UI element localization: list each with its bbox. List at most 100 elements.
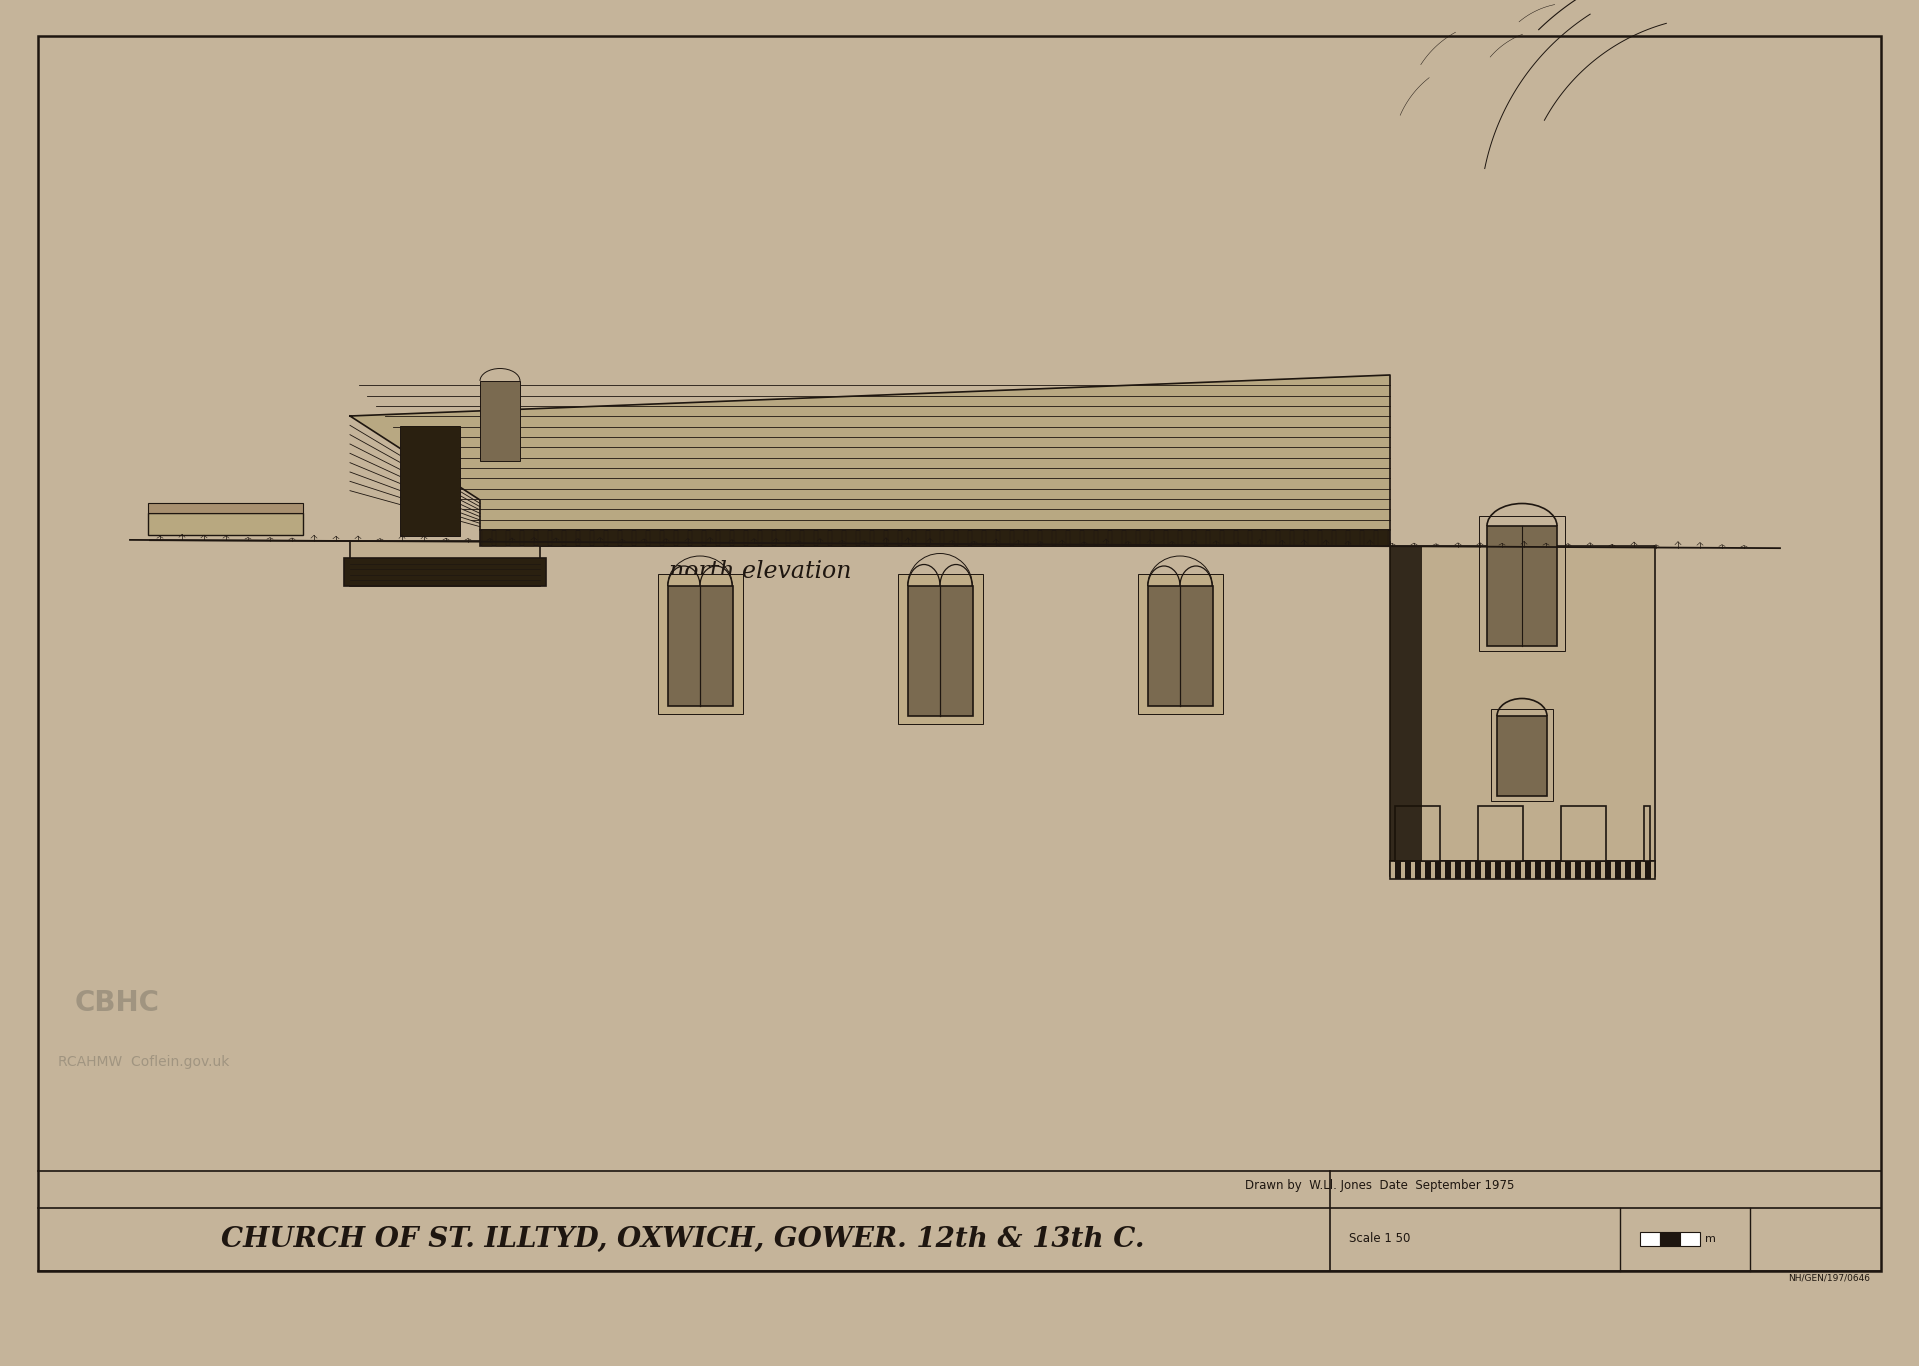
Bar: [898, 574, 983, 724]
Bar: [902, 530, 912, 546]
Bar: [1196, 530, 1205, 546]
Bar: [1435, 861, 1441, 878]
Text: RCAHMW  Coflein.gov.uk: RCAHMW Coflein.gov.uk: [58, 1055, 230, 1070]
Bar: [1514, 861, 1522, 878]
Bar: [1478, 806, 1524, 861]
Bar: [1126, 530, 1136, 546]
Bar: [1575, 861, 1581, 878]
Bar: [1455, 861, 1460, 878]
Bar: [1526, 861, 1531, 878]
Bar: [1414, 861, 1420, 878]
Bar: [1029, 530, 1038, 546]
Bar: [720, 530, 729, 546]
Bar: [1182, 530, 1192, 546]
Bar: [148, 514, 303, 535]
Bar: [482, 530, 491, 546]
Bar: [973, 530, 983, 546]
Bar: [1042, 530, 1052, 546]
Bar: [1604, 861, 1610, 878]
Bar: [537, 530, 549, 546]
Bar: [664, 530, 674, 546]
Bar: [480, 530, 1389, 546]
Bar: [1389, 546, 1422, 861]
Bar: [944, 530, 954, 546]
Bar: [1153, 530, 1165, 546]
Bar: [1535, 861, 1541, 878]
Bar: [1560, 806, 1606, 861]
Bar: [510, 530, 520, 546]
Polygon shape: [349, 376, 1389, 530]
Bar: [733, 530, 745, 546]
Text: CHURCH OF ST. ILLTYD, OXWICH, GOWER. 12th & 13th C.: CHURCH OF ST. ILLTYD, OXWICH, GOWER. 12t…: [221, 1225, 1146, 1253]
Bar: [677, 530, 689, 546]
Bar: [1322, 530, 1332, 546]
Text: north elevation: north elevation: [668, 560, 852, 582]
Bar: [1238, 530, 1247, 546]
Bar: [1641, 1232, 1660, 1246]
Bar: [1098, 530, 1107, 546]
Bar: [1224, 530, 1234, 546]
Bar: [1485, 861, 1491, 878]
Bar: [658, 574, 743, 714]
Bar: [1293, 530, 1305, 546]
Bar: [888, 530, 898, 546]
Bar: [1497, 716, 1547, 796]
Text: Scale 1 50: Scale 1 50: [1349, 1232, 1410, 1246]
Bar: [1071, 530, 1080, 546]
Bar: [775, 530, 787, 546]
Bar: [553, 530, 562, 546]
Bar: [1595, 861, 1600, 878]
Bar: [1309, 530, 1318, 546]
Bar: [1585, 861, 1591, 878]
Bar: [495, 530, 507, 546]
Bar: [1554, 861, 1560, 878]
Bar: [566, 530, 576, 546]
Bar: [1378, 530, 1387, 546]
Bar: [791, 530, 800, 546]
Bar: [706, 530, 716, 546]
Bar: [1336, 530, 1345, 546]
Text: Drawn by  W.Ll. Jones  Date  September 1975: Drawn by W.Ll. Jones Date September 1975: [1245, 1179, 1514, 1193]
Bar: [1349, 530, 1361, 546]
Bar: [1084, 530, 1094, 546]
Bar: [349, 541, 539, 586]
Bar: [1495, 861, 1501, 878]
Bar: [1679, 1232, 1700, 1246]
Bar: [1545, 861, 1551, 878]
Bar: [1138, 574, 1222, 714]
Bar: [1480, 516, 1566, 652]
Bar: [1267, 530, 1276, 546]
Bar: [1645, 861, 1650, 878]
Bar: [1660, 1232, 1679, 1246]
Text: CBHC: CBHC: [75, 989, 159, 1018]
Bar: [1364, 530, 1374, 546]
Bar: [1566, 861, 1572, 878]
Bar: [1280, 530, 1290, 546]
Bar: [986, 530, 996, 546]
Bar: [1211, 530, 1220, 546]
Bar: [817, 530, 827, 546]
Bar: [399, 426, 461, 535]
Bar: [524, 530, 533, 546]
Bar: [480, 542, 1389, 546]
Bar: [651, 530, 660, 546]
Bar: [1169, 530, 1178, 546]
Bar: [1445, 861, 1451, 878]
Bar: [1111, 530, 1123, 546]
Bar: [608, 530, 618, 546]
Bar: [873, 530, 885, 546]
Text: m: m: [1704, 1233, 1716, 1244]
Bar: [344, 557, 547, 586]
Bar: [1635, 861, 1641, 878]
Bar: [1426, 861, 1432, 878]
Bar: [833, 530, 842, 546]
Bar: [1389, 861, 1654, 878]
Bar: [1395, 806, 1439, 861]
Bar: [1487, 526, 1556, 646]
Bar: [1389, 861, 1654, 876]
Bar: [1251, 530, 1263, 546]
Bar: [846, 530, 856, 546]
Bar: [762, 530, 771, 546]
Bar: [595, 530, 604, 546]
Bar: [1504, 861, 1510, 878]
